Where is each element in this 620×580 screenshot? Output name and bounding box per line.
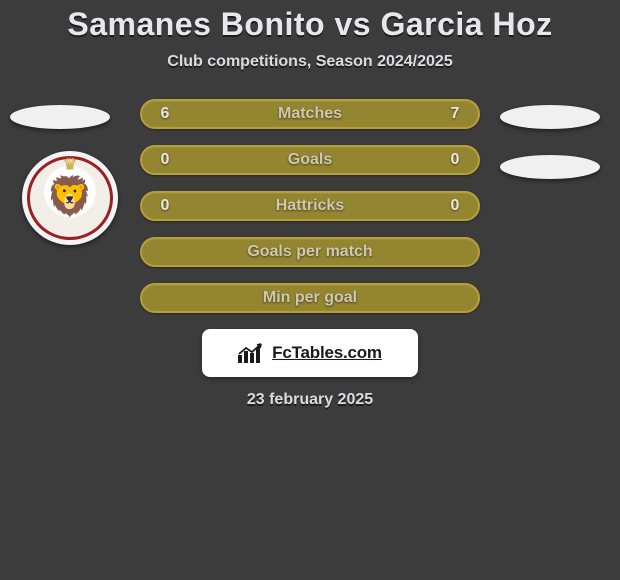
stat-row-matches: 6 Matches 7 [140, 99, 480, 129]
stat-left-value: 0 [156, 151, 174, 169]
stat-metric-label: Goals per match [174, 243, 446, 261]
bars-with-arrow-icon [238, 343, 264, 363]
brand-text: FcTables.com [272, 343, 382, 363]
stat-row-goals-per-match: Goals per match [140, 237, 480, 267]
crown-icon: ♛ [63, 154, 77, 174]
stat-row-hattricks: 0 Hattricks 0 [140, 191, 480, 221]
stat-left-value: 0 [156, 197, 174, 215]
subtitle: Club competitions, Season 2024/2025 [0, 53, 620, 71]
stat-left-value: 6 [156, 105, 174, 123]
player-right-photo-placeholder-1 [500, 105, 600, 129]
lion-icon: 🦁 [46, 178, 93, 216]
stat-metric-label: Hattricks [174, 197, 446, 215]
stat-metric-label: Min per goal [174, 289, 446, 307]
generated-date: 23 february 2025 [0, 391, 620, 409]
club-badge-left: ♛ 🦁 [22, 151, 118, 245]
club-badge-left-inner: ♛ 🦁 [27, 156, 113, 240]
stat-row-min-per-goal: Min per goal [140, 283, 480, 313]
player-left-photo-placeholder [10, 105, 110, 129]
comparison-card: Samanes Bonito vs Garcia Hoz Club compet… [0, 0, 620, 409]
stat-metric-label: Matches [174, 105, 446, 123]
stats-rows: ♛ 🦁 6 Matches 7 0 Goals 0 0 Hattricks 0 … [0, 99, 620, 313]
stat-right-value: 0 [446, 197, 464, 215]
stat-row-goals: 0 Goals 0 [140, 145, 480, 175]
player-right-photo-placeholder-2 [500, 155, 600, 179]
stat-right-value: 7 [446, 105, 464, 123]
stat-right-value: 0 [446, 151, 464, 169]
stat-metric-label: Goals [174, 151, 446, 169]
page-title: Samanes Bonito vs Garcia Hoz [0, 6, 620, 43]
brand-link[interactable]: FcTables.com [202, 329, 418, 377]
